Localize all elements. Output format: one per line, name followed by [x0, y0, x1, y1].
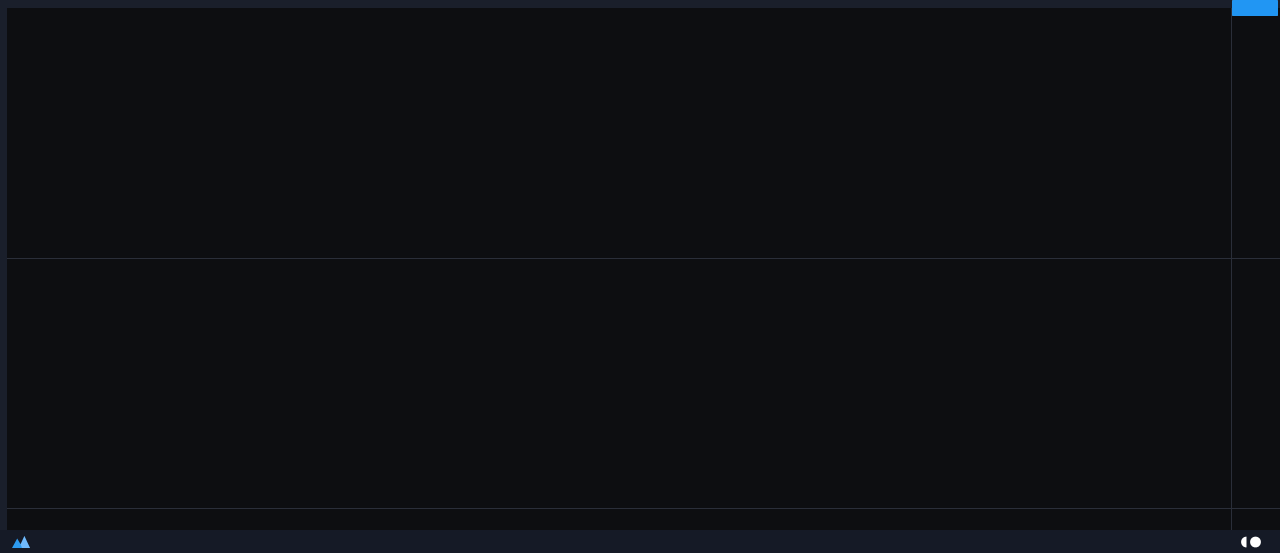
pane-separator[interactable]: [7, 258, 1280, 259]
top-pane-legend: [13, 10, 20, 20]
cryptoquant-logo[interactable]: [1240, 536, 1268, 548]
tradingview-logo[interactable]: [12, 535, 36, 549]
price-scale-bottom[interactable]: [1232, 259, 1280, 508]
cryptoquant-icon: [1241, 536, 1261, 547]
time-axis-border: [7, 508, 1280, 509]
bottom-pane-legend: [13, 263, 20, 273]
footer-bar: [0, 530, 1280, 553]
tradingview-mountain-icon: [12, 535, 30, 548]
chart-canvas[interactable]: [7, 8, 1280, 530]
price-scale-border: [1231, 8, 1232, 530]
mvrv-last-value-badge: [1232, 0, 1278, 16]
time-scale[interactable]: [7, 509, 1231, 530]
price-scale-top[interactable]: [1232, 8, 1280, 258]
